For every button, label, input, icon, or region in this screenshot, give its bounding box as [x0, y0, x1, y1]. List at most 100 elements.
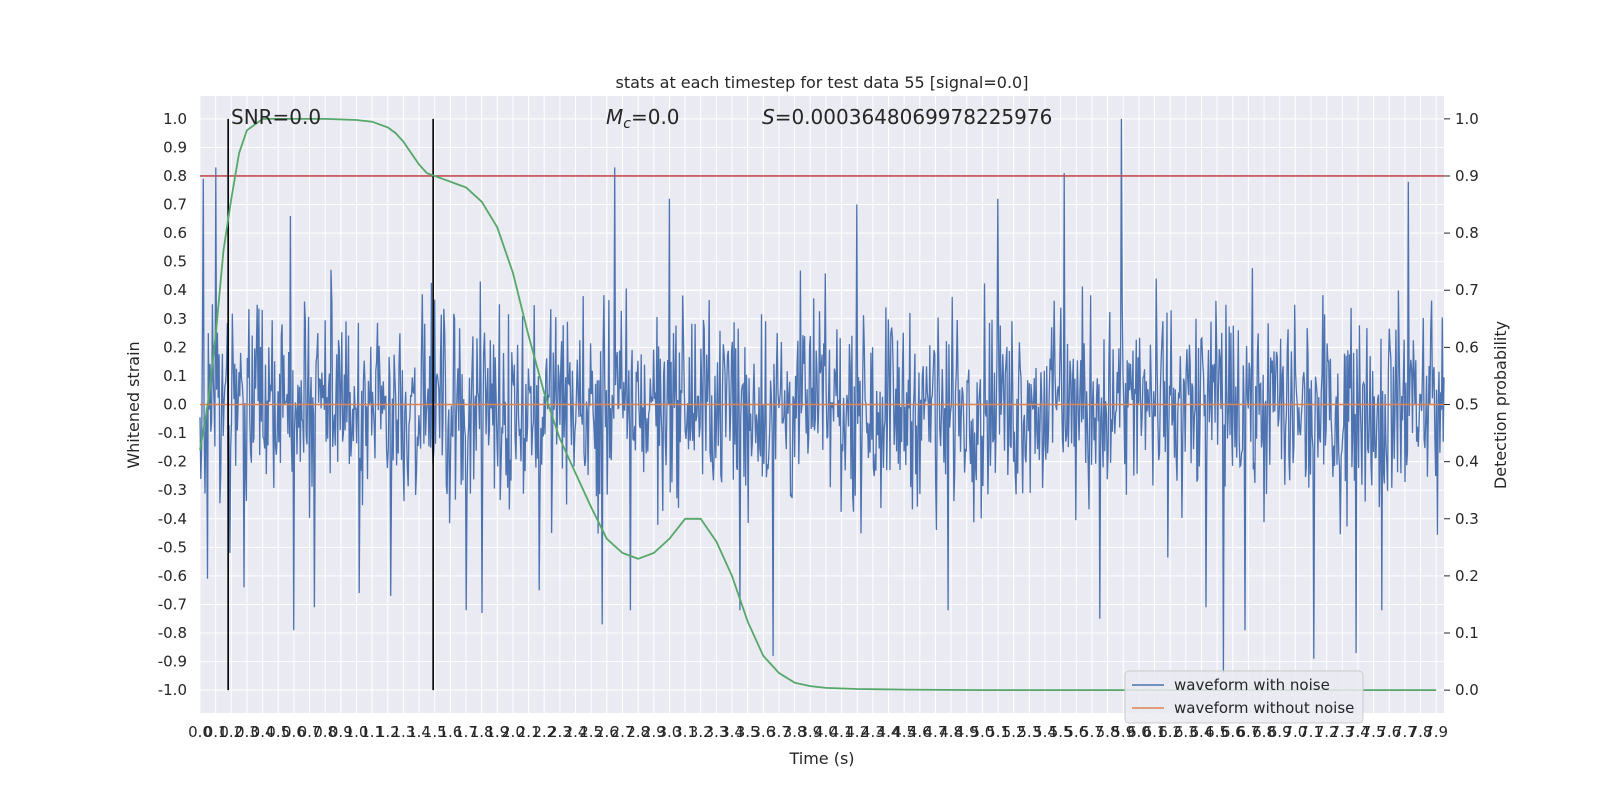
x-tick-label: 6.2: [1158, 723, 1182, 741]
series-detection-probability: [199, 118, 1437, 691]
x-tick-label: 4.4: [877, 723, 901, 741]
y-right-tick-label: 0.3: [1455, 510, 1479, 528]
annotation-chirp-mass: Mc=0.0: [606, 105, 680, 132]
x-tick-label: 7.9: [1424, 723, 1448, 741]
x-tick-label: 0.2: [219, 723, 243, 741]
x-tick-label: 7.8: [1409, 723, 1433, 741]
noise-trace: [199, 118, 1445, 674]
x-tick-label: 1.7: [454, 723, 478, 741]
y-right-tick-label: 0.4: [1455, 453, 1479, 471]
x-tick-label: 5.4: [1033, 723, 1057, 741]
x-tick-label: 1.0: [345, 723, 369, 741]
x-tick-label: 3.9: [798, 723, 822, 741]
x-tick-label: 3.6: [751, 723, 775, 741]
x-tick-label: 0.8: [313, 723, 337, 741]
x-tick-label: 7.2: [1315, 723, 1339, 741]
y-left-tick-label: -0.1: [158, 424, 187, 442]
legend-label-waveform-without-noise: waveform without noise: [1174, 699, 1354, 717]
x-tick-label: 7.5: [1362, 723, 1386, 741]
y-left-tick-label: 0.2: [163, 338, 187, 356]
y-left-tick-label: -0.7: [158, 595, 187, 613]
x-tick-label: 2.6: [595, 723, 619, 741]
x-tick-label: 2.8: [626, 723, 650, 741]
x-tick-label: 2.5: [579, 723, 603, 741]
x-tick-label: 6.3: [1174, 723, 1198, 741]
annotation-chirp-mass-symbol: M: [606, 105, 623, 129]
x-tick-label: 5.5: [1049, 723, 1073, 741]
x-tick-label: 5.8: [1096, 723, 1120, 741]
y-left-tick-label: -0.4: [158, 510, 187, 528]
y-right-tick-label: 0.6: [1455, 338, 1479, 356]
y-right-tick-label: 0.9: [1455, 167, 1479, 185]
y-left-tick-label: 1.0: [163, 110, 187, 128]
y-left-axis-ticks: -1.0 -0.9 -0.8 -0.7 -0.6 -0.5 -0.4 -0.3 -0.2 -0.1…: [158, 110, 187, 699]
x-tick-label: 1.1: [360, 723, 384, 741]
x-tick-label: 4.0: [814, 723, 838, 741]
x-axis-ticks: 0.00.10.20.30.40.50.60.70.80.91.01.11.21…: [188, 723, 1448, 741]
y-right-axis-ticks: 0.0 0.1 0.2 0.3 0.4 0.5 0.6 0.7 0.8 0.9 1.0: [1444, 110, 1479, 699]
x-tick-label: 1.5: [423, 723, 447, 741]
x-tick-label: 0.7: [298, 723, 322, 741]
y-right-tick-label: 0.5: [1455, 396, 1479, 414]
x-tick-label: 4.6: [908, 723, 932, 741]
y-left-tick-label: 0.4: [163, 281, 187, 299]
y-left-tick-label: 0.9: [163, 138, 187, 156]
y-left-tick-label: 0.8: [163, 167, 187, 185]
x-tick-label: 2.1: [517, 723, 541, 741]
x-tick-label: 7.3: [1330, 723, 1354, 741]
y-right-tick-label: 0.0: [1455, 681, 1479, 699]
x-tick-label: 2.2: [532, 723, 556, 741]
x-tick-label: 0.1: [204, 723, 228, 741]
legend-box: [1124, 670, 1364, 724]
y-left-tick-label: -0.8: [158, 624, 187, 642]
annotation-s: S=0.0003648069978225976: [762, 105, 1052, 129]
x-tick-label: 3.1: [673, 723, 697, 741]
x-tick-label: 5.6: [1064, 723, 1088, 741]
y-left-tick-label: 0.1: [163, 367, 187, 385]
y-right-tick-label: 0.1: [1455, 624, 1479, 642]
y-left-tick-label: 0.6: [163, 224, 187, 242]
x-tick-label: 6.1: [1143, 723, 1167, 741]
y-left-tick-label: 0.7: [163, 196, 187, 214]
y-left-tick-label: -0.5: [158, 538, 187, 556]
x-tick-label: 6.4: [1190, 723, 1214, 741]
x-tick-label: 5.0: [970, 723, 994, 741]
x-tick-label: 4.1: [830, 723, 854, 741]
y-left-tick-label: -1.0: [158, 681, 187, 699]
x-tick-label: 0.5: [266, 723, 290, 741]
x-tick-label: 5.9: [1111, 723, 1135, 741]
x-tick-label: 1.3: [391, 723, 415, 741]
x-tick-label: 1.4: [407, 723, 431, 741]
x-tick-label: 7.0: [1283, 723, 1307, 741]
annotation-chirp-mass-subscript: c: [623, 116, 631, 132]
y-right-tick-label: 0.7: [1455, 281, 1479, 299]
x-tick-label: 4.7: [924, 723, 948, 741]
x-tick-label: 6.5: [1205, 723, 1229, 741]
x-tick-label: 2.0: [501, 723, 525, 741]
x-tick-label: 3.5: [736, 723, 760, 741]
x-tick-label: 4.8: [939, 723, 963, 741]
annotation-s-symbol: S: [762, 105, 775, 129]
x-tick-label: 3.3: [704, 723, 728, 741]
x-tick-label: 3.2: [689, 723, 713, 741]
y-left-tick-label: 0.5: [163, 253, 187, 271]
x-tick-label: 7.6: [1377, 723, 1401, 741]
legend-label-waveform-with-noise: waveform with noise: [1174, 676, 1330, 694]
x-tick-label: 2.4: [564, 723, 588, 741]
y-left-tick-label: -0.3: [158, 481, 187, 499]
y-left-tick-label: -0.6: [158, 567, 187, 585]
x-tick-label: 2.9: [642, 723, 666, 741]
x-axis-label: Time (s): [788, 749, 854, 768]
x-tick-label: 7.1: [1299, 723, 1323, 741]
y-left-tick-label: 0.3: [163, 310, 187, 328]
x-tick-label: 1.8: [470, 723, 494, 741]
x-tick-label: 6.8: [1252, 723, 1276, 741]
x-tick-label: 0.9: [329, 723, 353, 741]
series-waveform-with-noise: [199, 118, 1445, 674]
y-right-tick-label: 1.0: [1455, 110, 1479, 128]
x-tick-label: 1.2: [376, 723, 400, 741]
y-right-tick-label: 0.8: [1455, 224, 1479, 242]
x-tick-label: 7.4: [1346, 723, 1370, 741]
x-tick-label: 3.7: [767, 723, 791, 741]
